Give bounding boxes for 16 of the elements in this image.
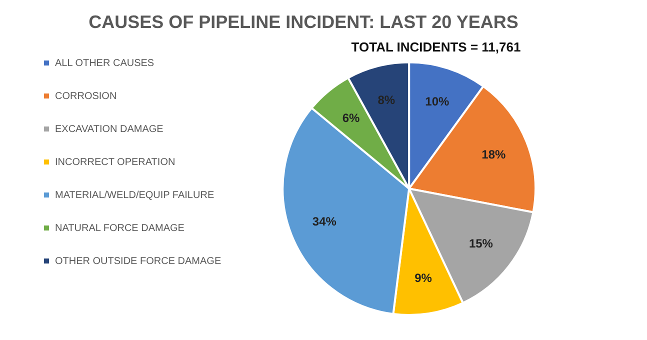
legend-label: MATERIAL/WELD/EQUIP FAILURE	[55, 190, 214, 201]
data-label: 10%	[425, 94, 450, 108]
data-label: 15%	[468, 236, 494, 251]
legend-label: INCORRECT OPERATION	[55, 156, 176, 168]
data-label: 8%	[378, 92, 396, 107]
data-label: 6%	[342, 110, 360, 125]
chart-subtitle: TOTAL INCIDENTS = 11,761	[351, 40, 521, 55]
data-label: 34%	[312, 214, 337, 228]
legend-label: ALL OTHER CAUSES	[55, 58, 154, 69]
legend-label: EXCAVATION DAMAGE	[55, 124, 164, 135]
legend-label: OTHER OUTSIDE FORCE DAMAGE	[55, 256, 222, 267]
chart-title: CAUSES OF PIPELINE INCIDENT: LAST 20 YEARS	[88, 12, 518, 32]
data-label: 9%	[414, 270, 432, 285]
legend-label: NATURAL FORCE DAMAGE	[55, 222, 185, 234]
legend-label: CORROSION	[55, 90, 117, 102]
data-label: 18%	[482, 147, 506, 162]
